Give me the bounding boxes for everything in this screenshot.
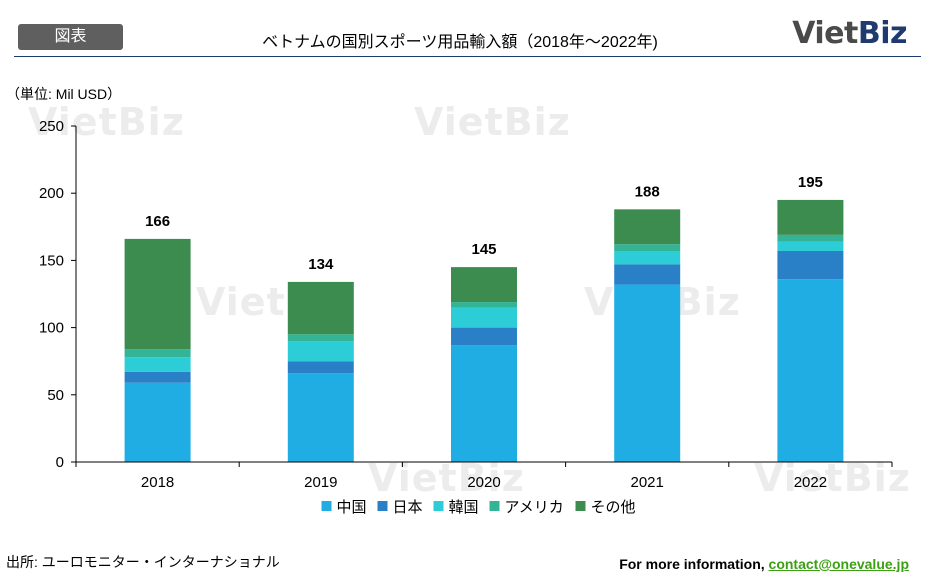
- total-label: 145: [471, 241, 496, 258]
- legend-swatch: [377, 501, 388, 511]
- watermark: VietBiz: [368, 456, 525, 500]
- contact-prefix: For more information,: [619, 556, 769, 572]
- header-divider: [14, 56, 921, 57]
- bar-segment: [451, 327, 517, 346]
- x-tick-label: 2022: [794, 474, 827, 491]
- figure-tag: 図表: [18, 24, 123, 50]
- y-tick-label: 200: [39, 185, 64, 202]
- contact-info: For more information, contact@onevalue.j…: [619, 556, 909, 572]
- bar-segment: [777, 199, 844, 235]
- y-tick-label: 50: [47, 387, 64, 404]
- bar-segment: [777, 279, 844, 462]
- y-tick-label: 250: [39, 118, 64, 135]
- legend-swatch: [575, 501, 586, 511]
- unit-label: （単位: Mil USD）: [6, 86, 122, 102]
- bar-segment: [614, 250, 681, 265]
- bar-segment: [777, 234, 844, 242]
- legend-swatch: [321, 501, 332, 511]
- total-label: 134: [308, 256, 334, 273]
- legend-label: 韓国: [449, 499, 479, 516]
- x-tick-label: 2018: [141, 474, 174, 491]
- bar-segment: [287, 373, 354, 462]
- bar-segment: [124, 371, 191, 383]
- bar-segment: [451, 345, 517, 462]
- bar-segment: [124, 349, 191, 358]
- contact-link[interactable]: contact@onevalue.jp: [768, 556, 909, 572]
- bar-segment: [287, 281, 354, 335]
- logo-viet: Viet: [792, 16, 858, 51]
- bar-segment: [451, 307, 517, 328]
- legend-swatch: [433, 501, 444, 511]
- chart-title: ベトナムの国別スポーツ用品輸入額（2018年～2022年): [262, 34, 658, 51]
- logo-biz: Biz: [857, 16, 908, 51]
- bar-segment: [777, 241, 844, 251]
- bar-segment: [614, 284, 681, 462]
- vietbiz-logo: VietBiz: [792, 16, 907, 51]
- bar-segment: [287, 361, 354, 374]
- total-label: 188: [635, 183, 660, 200]
- watermark: VietBiz: [28, 100, 185, 144]
- bar-segment: [287, 341, 354, 362]
- legend-label: 中国: [337, 499, 367, 516]
- bar-segment: [124, 238, 191, 350]
- bar-segment: [451, 302, 517, 308]
- x-tick-label: 2019: [304, 474, 337, 491]
- bar-segment: [614, 244, 681, 251]
- bar-segment: [287, 334, 354, 342]
- bar-segment: [451, 267, 517, 303]
- bar-segment: [614, 264, 681, 285]
- bar-segment: [124, 382, 191, 462]
- legend-label: その他: [591, 499, 636, 516]
- legend-swatch: [489, 501, 500, 511]
- total-label: 166: [145, 213, 170, 230]
- bar-segment: [124, 357, 191, 372]
- y-tick-label: 0: [56, 454, 64, 471]
- y-tick-label: 100: [39, 320, 64, 337]
- stacked-bar-chart: 0 50 100 150 200 250 166 2018 134 2019 145 2020 188 2…: [39, 118, 893, 516]
- watermark: VietBiz: [414, 100, 571, 144]
- x-tick-label: 2020: [467, 474, 500, 491]
- watermark: VietBiz: [754, 456, 911, 500]
- chart-area: 0 50 100 150 200 250 166 2018 134 2019 145 2020 188 2…: [0, 100, 935, 520]
- bar-segment: [777, 250, 844, 280]
- legend-label: アメリカ: [505, 499, 564, 516]
- y-tick-label: 150: [39, 252, 64, 269]
- x-tick-label: 2021: [631, 474, 664, 491]
- total-label: 195: [798, 174, 823, 191]
- bar-segment: [614, 209, 681, 245]
- legend-label: 日本: [393, 499, 423, 516]
- source-note: 出所: ユーロモニター・インターナショナル: [6, 554, 280, 570]
